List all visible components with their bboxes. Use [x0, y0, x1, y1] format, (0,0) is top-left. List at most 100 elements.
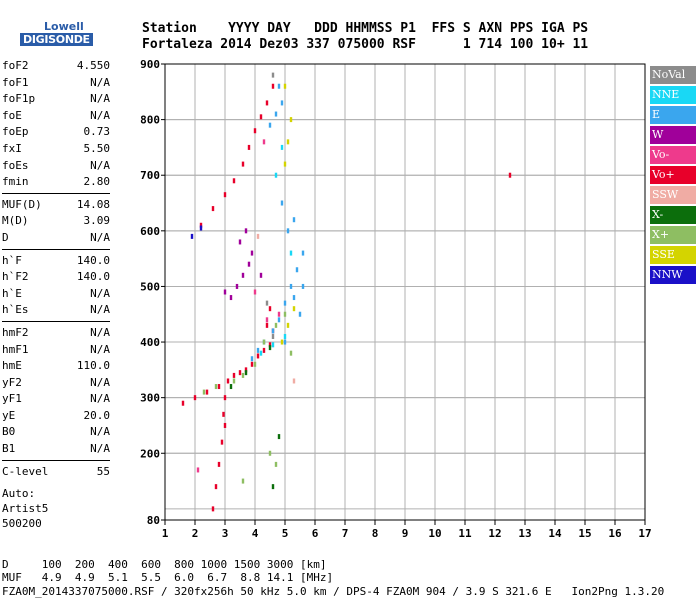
- data-point-vo-: [241, 161, 245, 167]
- logo-digisonde-text: DIGISONDE: [20, 33, 93, 46]
- data-point-e: [301, 250, 305, 256]
- data-point-x-: [274, 322, 278, 328]
- data-point-vo-: [181, 400, 185, 406]
- param-row: D N/A: [2, 230, 110, 247]
- param-name: B1: [2, 442, 16, 456]
- data-point-vo-: [211, 206, 215, 212]
- auto-code: 500200: [2, 517, 42, 530]
- data-point-w: [250, 250, 254, 256]
- data-point-sse: [283, 83, 287, 89]
- file-info-row: FZA0M_2014337075000.RSF / 320fx256h 50 k…: [2, 585, 665, 598]
- param-value: 2.80: [83, 175, 111, 189]
- legend-item: W: [650, 126, 696, 144]
- param-value: N/A: [90, 92, 110, 106]
- legend-item: NNE: [650, 86, 696, 104]
- data-point-x-: [283, 311, 287, 317]
- data-point-noval: [271, 72, 275, 78]
- param-row: h`F2 140.0: [2, 269, 110, 286]
- x-tick-label: 7: [342, 527, 349, 540]
- x-tick-label: 10: [428, 527, 441, 540]
- param-row: foF1 N/A: [2, 75, 110, 92]
- param-row: yF2 N/A: [2, 375, 110, 392]
- data-point-e: [250, 356, 254, 362]
- param-row: h`F 140.0: [2, 253, 110, 270]
- legend-item: NNW: [650, 266, 696, 284]
- param-separator: [2, 320, 110, 322]
- data-point-vo-: [247, 144, 251, 150]
- data-point-x-: [202, 389, 206, 395]
- legend-item: X+: [650, 226, 696, 244]
- data-point-w: [244, 228, 248, 234]
- y-tick-label: 500: [140, 280, 160, 293]
- y-tick-label: 600: [140, 225, 160, 238]
- x-tick-label: 12: [488, 527, 501, 540]
- param-row: hmF1 N/A: [2, 342, 110, 359]
- legend-item: SSE: [650, 246, 696, 264]
- data-point-vo-: [193, 395, 197, 401]
- y-tick-label: 80: [147, 514, 160, 527]
- data-point-e: [289, 283, 293, 289]
- data-point-sse: [280, 339, 284, 345]
- data-point-x-: [274, 461, 278, 467]
- param-name: MUF(D): [2, 197, 42, 211]
- x-tick-label: 14: [548, 527, 562, 540]
- param-name: fmin: [2, 175, 29, 189]
- polarization-legend: NoVal NNE E W Vo- Vo+ SSW X- X+ SSE NNW: [650, 66, 696, 286]
- x-tick-label: 8: [372, 527, 379, 540]
- x-tick-label: 3: [222, 527, 229, 540]
- data-point-x-: [253, 361, 257, 367]
- param-value: N/A: [90, 442, 110, 456]
- data-point-e: [280, 100, 284, 106]
- legend-item: Vo-: [650, 146, 696, 164]
- data-point-e: [292, 217, 296, 223]
- param-name: D: [2, 230, 9, 244]
- param-value: N/A: [90, 75, 110, 89]
- param-row: B0 N/A: [2, 424, 110, 441]
- data-point-e: [268, 122, 272, 128]
- param-row: foEp 0.73: [2, 124, 110, 141]
- param-row: C-level 55: [2, 464, 110, 481]
- param-name: yE: [2, 408, 16, 422]
- param-name: M(D): [2, 214, 29, 228]
- muf-row: MUF 4.9 4.9 5.1 5.5 6.0 6.7 8.8 14.1 [MH…: [2, 571, 334, 584]
- data-point-vo-: [265, 100, 269, 106]
- data-point-vo-: [196, 467, 200, 473]
- data-point-vo-: [268, 306, 272, 312]
- param-row: yE 20.0: [2, 408, 110, 425]
- x-tick-label: 2: [192, 527, 199, 540]
- data-point-w: [247, 261, 251, 267]
- data-point-vo-: [256, 353, 260, 359]
- y-tick-label: 300: [140, 392, 160, 405]
- param-name: foE: [2, 108, 22, 122]
- data-point-x-: [271, 484, 275, 490]
- data-point-x-: [268, 450, 272, 456]
- data-point-vo-: [262, 347, 266, 353]
- data-point-vo-: [232, 372, 236, 378]
- param-name: C-level: [2, 464, 49, 478]
- data-point-vo-: [217, 384, 221, 390]
- param-name: foF1: [2, 75, 29, 89]
- data-point-e: [277, 317, 281, 323]
- y-tick-label: 700: [140, 169, 160, 182]
- data-point-nne: [289, 250, 293, 256]
- param-name: h`F2: [2, 270, 29, 284]
- x-tick-label: 17: [638, 527, 651, 540]
- param-name: foEs: [2, 158, 29, 172]
- param-name: hmF2: [2, 325, 29, 339]
- data-point-vo-: [238, 370, 242, 376]
- data-point-sse: [286, 322, 290, 328]
- data-point-w: [238, 239, 242, 245]
- data-point-vo-: [223, 192, 227, 198]
- param-separator: [2, 192, 110, 194]
- data-point-e: [301, 283, 305, 289]
- data-point-nnw: [199, 225, 203, 231]
- data-point-vo-: [259, 114, 263, 120]
- data-point-x-: [277, 434, 281, 440]
- data-point-ssw: [292, 378, 296, 384]
- data-point-e: [277, 83, 281, 89]
- data-point-vo-: [232, 178, 236, 184]
- param-value: N/A: [90, 375, 110, 389]
- data-point-nne: [259, 350, 263, 356]
- param-row: foF1p N/A: [2, 91, 110, 108]
- auto-scaling-info: Auto: Artist5 500200: [2, 486, 48, 531]
